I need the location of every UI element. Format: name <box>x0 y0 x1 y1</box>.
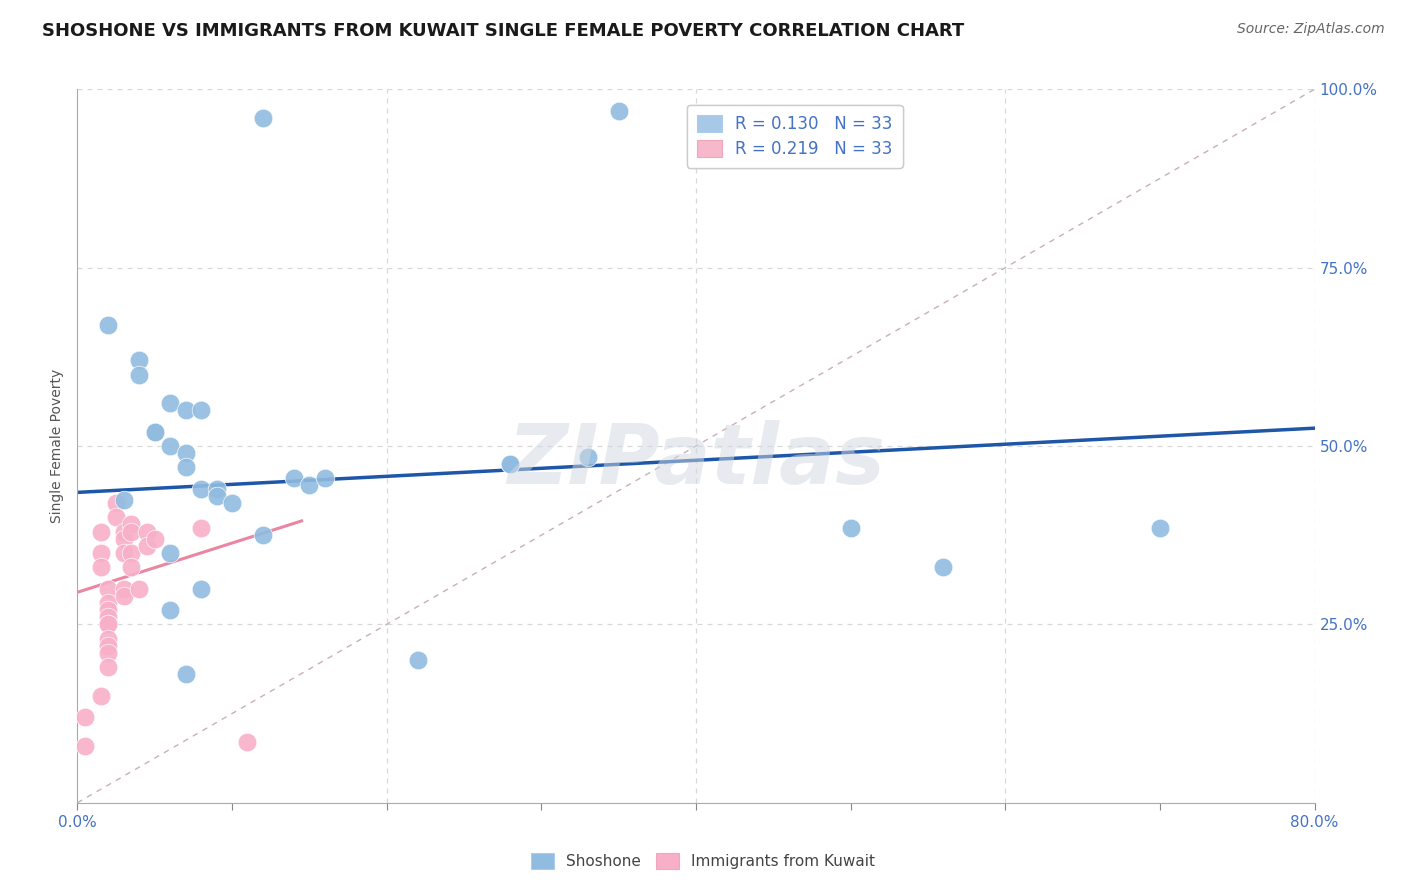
Point <box>607 103 630 118</box>
Text: SHOSHONE VS IMMIGRANTS FROM KUWAIT SINGLE FEMALE POVERTY CORRELATION CHART: SHOSHONE VS IMMIGRANTS FROM KUWAIT SINGL… <box>42 22 965 40</box>
Point <box>128 582 150 596</box>
Point <box>97 632 120 646</box>
Point <box>190 482 212 496</box>
Point <box>112 589 135 603</box>
Point <box>499 457 522 471</box>
Point <box>112 524 135 539</box>
Point <box>406 653 429 667</box>
Point <box>97 596 120 610</box>
Legend: R = 0.130   N = 33, R = 0.219   N = 33: R = 0.130 N = 33, R = 0.219 N = 33 <box>688 104 903 168</box>
Point <box>112 582 135 596</box>
Point <box>174 460 197 475</box>
Point <box>576 450 599 464</box>
Point <box>121 560 143 574</box>
Point <box>174 403 197 417</box>
Point <box>205 489 228 503</box>
Point <box>190 521 212 535</box>
Point <box>97 646 120 660</box>
Point <box>143 425 166 439</box>
Point <box>105 510 128 524</box>
Point <box>97 617 120 632</box>
Point <box>159 603 181 617</box>
Point <box>136 524 159 539</box>
Point <box>90 689 112 703</box>
Point <box>90 560 112 574</box>
Point <box>121 517 143 532</box>
Point <box>97 318 120 332</box>
Point <box>90 524 112 539</box>
Point <box>159 546 181 560</box>
Point <box>128 368 150 382</box>
Point <box>159 396 181 410</box>
Point <box>236 735 259 749</box>
Point <box>105 496 128 510</box>
Point <box>112 492 135 507</box>
Point <box>121 546 143 560</box>
Point <box>314 471 336 485</box>
Text: Source: ZipAtlas.com: Source: ZipAtlas.com <box>1237 22 1385 37</box>
Point <box>252 111 274 125</box>
Point <box>121 524 143 539</box>
Point <box>97 660 120 674</box>
Point <box>112 532 135 546</box>
Point <box>221 496 243 510</box>
Point <box>1149 521 1171 535</box>
Point <box>90 546 112 560</box>
Point <box>128 353 150 368</box>
Point <box>97 582 120 596</box>
Point <box>190 403 212 417</box>
Point <box>143 425 166 439</box>
Point <box>174 667 197 681</box>
Y-axis label: Single Female Poverty: Single Female Poverty <box>51 369 65 523</box>
Point <box>283 471 305 485</box>
Point <box>159 439 181 453</box>
Point <box>75 739 96 753</box>
Point <box>143 532 166 546</box>
Point <box>298 478 321 492</box>
Point <box>190 582 212 596</box>
Point <box>136 539 159 553</box>
Text: ZIPatlas: ZIPatlas <box>508 420 884 500</box>
Point <box>205 482 228 496</box>
Point <box>112 546 135 560</box>
Legend: Shoshone, Immigrants from Kuwait: Shoshone, Immigrants from Kuwait <box>524 847 882 875</box>
Point <box>932 560 955 574</box>
Point <box>839 521 862 535</box>
Point <box>97 603 120 617</box>
Point <box>499 457 522 471</box>
Point <box>174 446 197 460</box>
Point <box>252 528 274 542</box>
Point <box>97 610 120 624</box>
Point <box>97 639 120 653</box>
Point <box>75 710 96 724</box>
Point <box>97 617 120 632</box>
